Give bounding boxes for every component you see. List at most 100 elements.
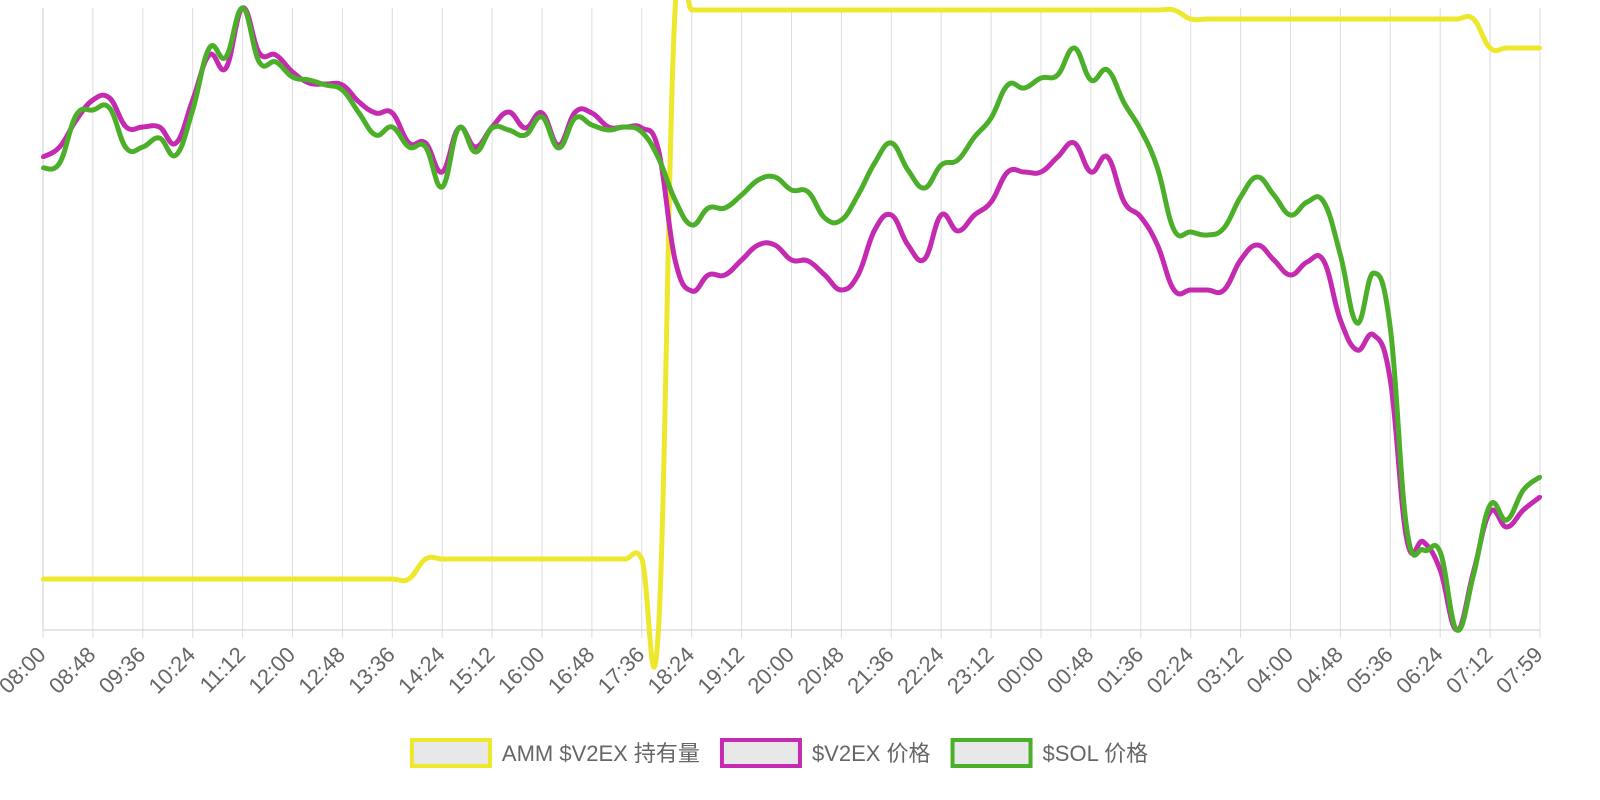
point — [905, 168, 910, 172]
point — [290, 70, 295, 74]
legend-swatch — [719, 738, 802, 768]
point — [639, 557, 644, 561]
point — [41, 155, 45, 159]
point — [972, 213, 977, 217]
point — [706, 273, 711, 277]
point — [573, 116, 578, 120]
point — [1355, 348, 1360, 352]
point — [307, 78, 312, 82]
point — [1388, 326, 1393, 330]
point — [340, 88, 345, 92]
point — [1022, 170, 1027, 174]
legend-swatch — [409, 738, 492, 768]
point — [223, 66, 228, 70]
point — [523, 133, 528, 137]
point — [889, 8, 894, 12]
point — [1055, 8, 1060, 12]
point — [1355, 321, 1360, 325]
point — [207, 46, 212, 50]
x-tick-label: 13:36 — [343, 642, 400, 699]
point — [323, 577, 328, 581]
point — [1172, 228, 1177, 232]
point — [240, 6, 245, 10]
point — [922, 186, 927, 190]
point — [689, 8, 694, 12]
legend-label: $SOL 价格 — [1043, 741, 1149, 766]
point — [1105, 68, 1110, 72]
series-line — [42, 5, 1542, 633]
point — [74, 577, 79, 581]
point — [506, 557, 511, 561]
x-tick-label: 00:00 — [992, 642, 1049, 699]
point — [240, 577, 245, 581]
point — [739, 193, 744, 197]
point — [290, 75, 295, 79]
point — [589, 557, 594, 561]
x-tick-label: 16:00 — [493, 642, 550, 699]
point — [839, 288, 844, 292]
point — [1288, 17, 1293, 21]
point — [856, 273, 861, 277]
point — [1155, 8, 1160, 12]
x-tick-label: 02:24 — [1142, 642, 1199, 699]
x-tick-label: 04:00 — [1241, 642, 1298, 699]
x-tick-label: 07:59 — [1491, 642, 1548, 699]
point — [74, 113, 79, 117]
point — [257, 577, 262, 581]
point — [756, 178, 761, 182]
point — [1438, 17, 1443, 21]
point — [1521, 488, 1526, 492]
point — [589, 123, 594, 127]
point — [1488, 46, 1493, 50]
point — [772, 243, 777, 247]
point — [589, 111, 594, 115]
point — [1521, 46, 1526, 50]
point — [556, 146, 561, 150]
point — [1055, 155, 1060, 159]
point — [673, 8, 678, 12]
point — [972, 8, 977, 12]
point — [1005, 8, 1010, 12]
point — [789, 8, 794, 12]
point — [1155, 243, 1160, 247]
point — [90, 577, 95, 581]
point — [639, 130, 644, 134]
point — [1504, 46, 1509, 50]
point — [756, 8, 761, 12]
point — [57, 161, 62, 165]
point — [1238, 258, 1243, 262]
point — [939, 163, 944, 167]
point — [473, 145, 478, 149]
x-tick-label: 23:12 — [942, 642, 999, 699]
point — [689, 289, 694, 293]
point — [223, 577, 228, 581]
point — [456, 126, 461, 130]
point — [1538, 495, 1542, 499]
point — [1471, 573, 1476, 577]
point — [772, 175, 777, 179]
point — [1072, 46, 1077, 50]
point — [573, 557, 578, 561]
point — [140, 145, 145, 149]
point — [223, 55, 228, 59]
point — [157, 577, 162, 581]
x-tick-label: 04:48 — [1291, 642, 1348, 699]
point — [1005, 83, 1010, 87]
point — [506, 110, 511, 114]
point — [1438, 568, 1443, 572]
point — [1039, 8, 1043, 12]
point — [1271, 17, 1276, 21]
point — [1321, 17, 1326, 21]
point — [1188, 230, 1193, 234]
point — [1022, 8, 1027, 12]
point — [1288, 273, 1293, 277]
point — [722, 8, 727, 12]
point — [423, 557, 428, 561]
point — [390, 111, 395, 115]
x-tick-label: 11:12 — [195, 642, 250, 697]
point — [706, 206, 711, 210]
point — [889, 213, 894, 217]
legend: AMM $V2EX 持有量 $V2EX 价格 $SOL 价格 — [409, 738, 1149, 768]
legend-item: AMM $V2EX 持有量 — [409, 738, 700, 768]
point — [1404, 17, 1409, 21]
